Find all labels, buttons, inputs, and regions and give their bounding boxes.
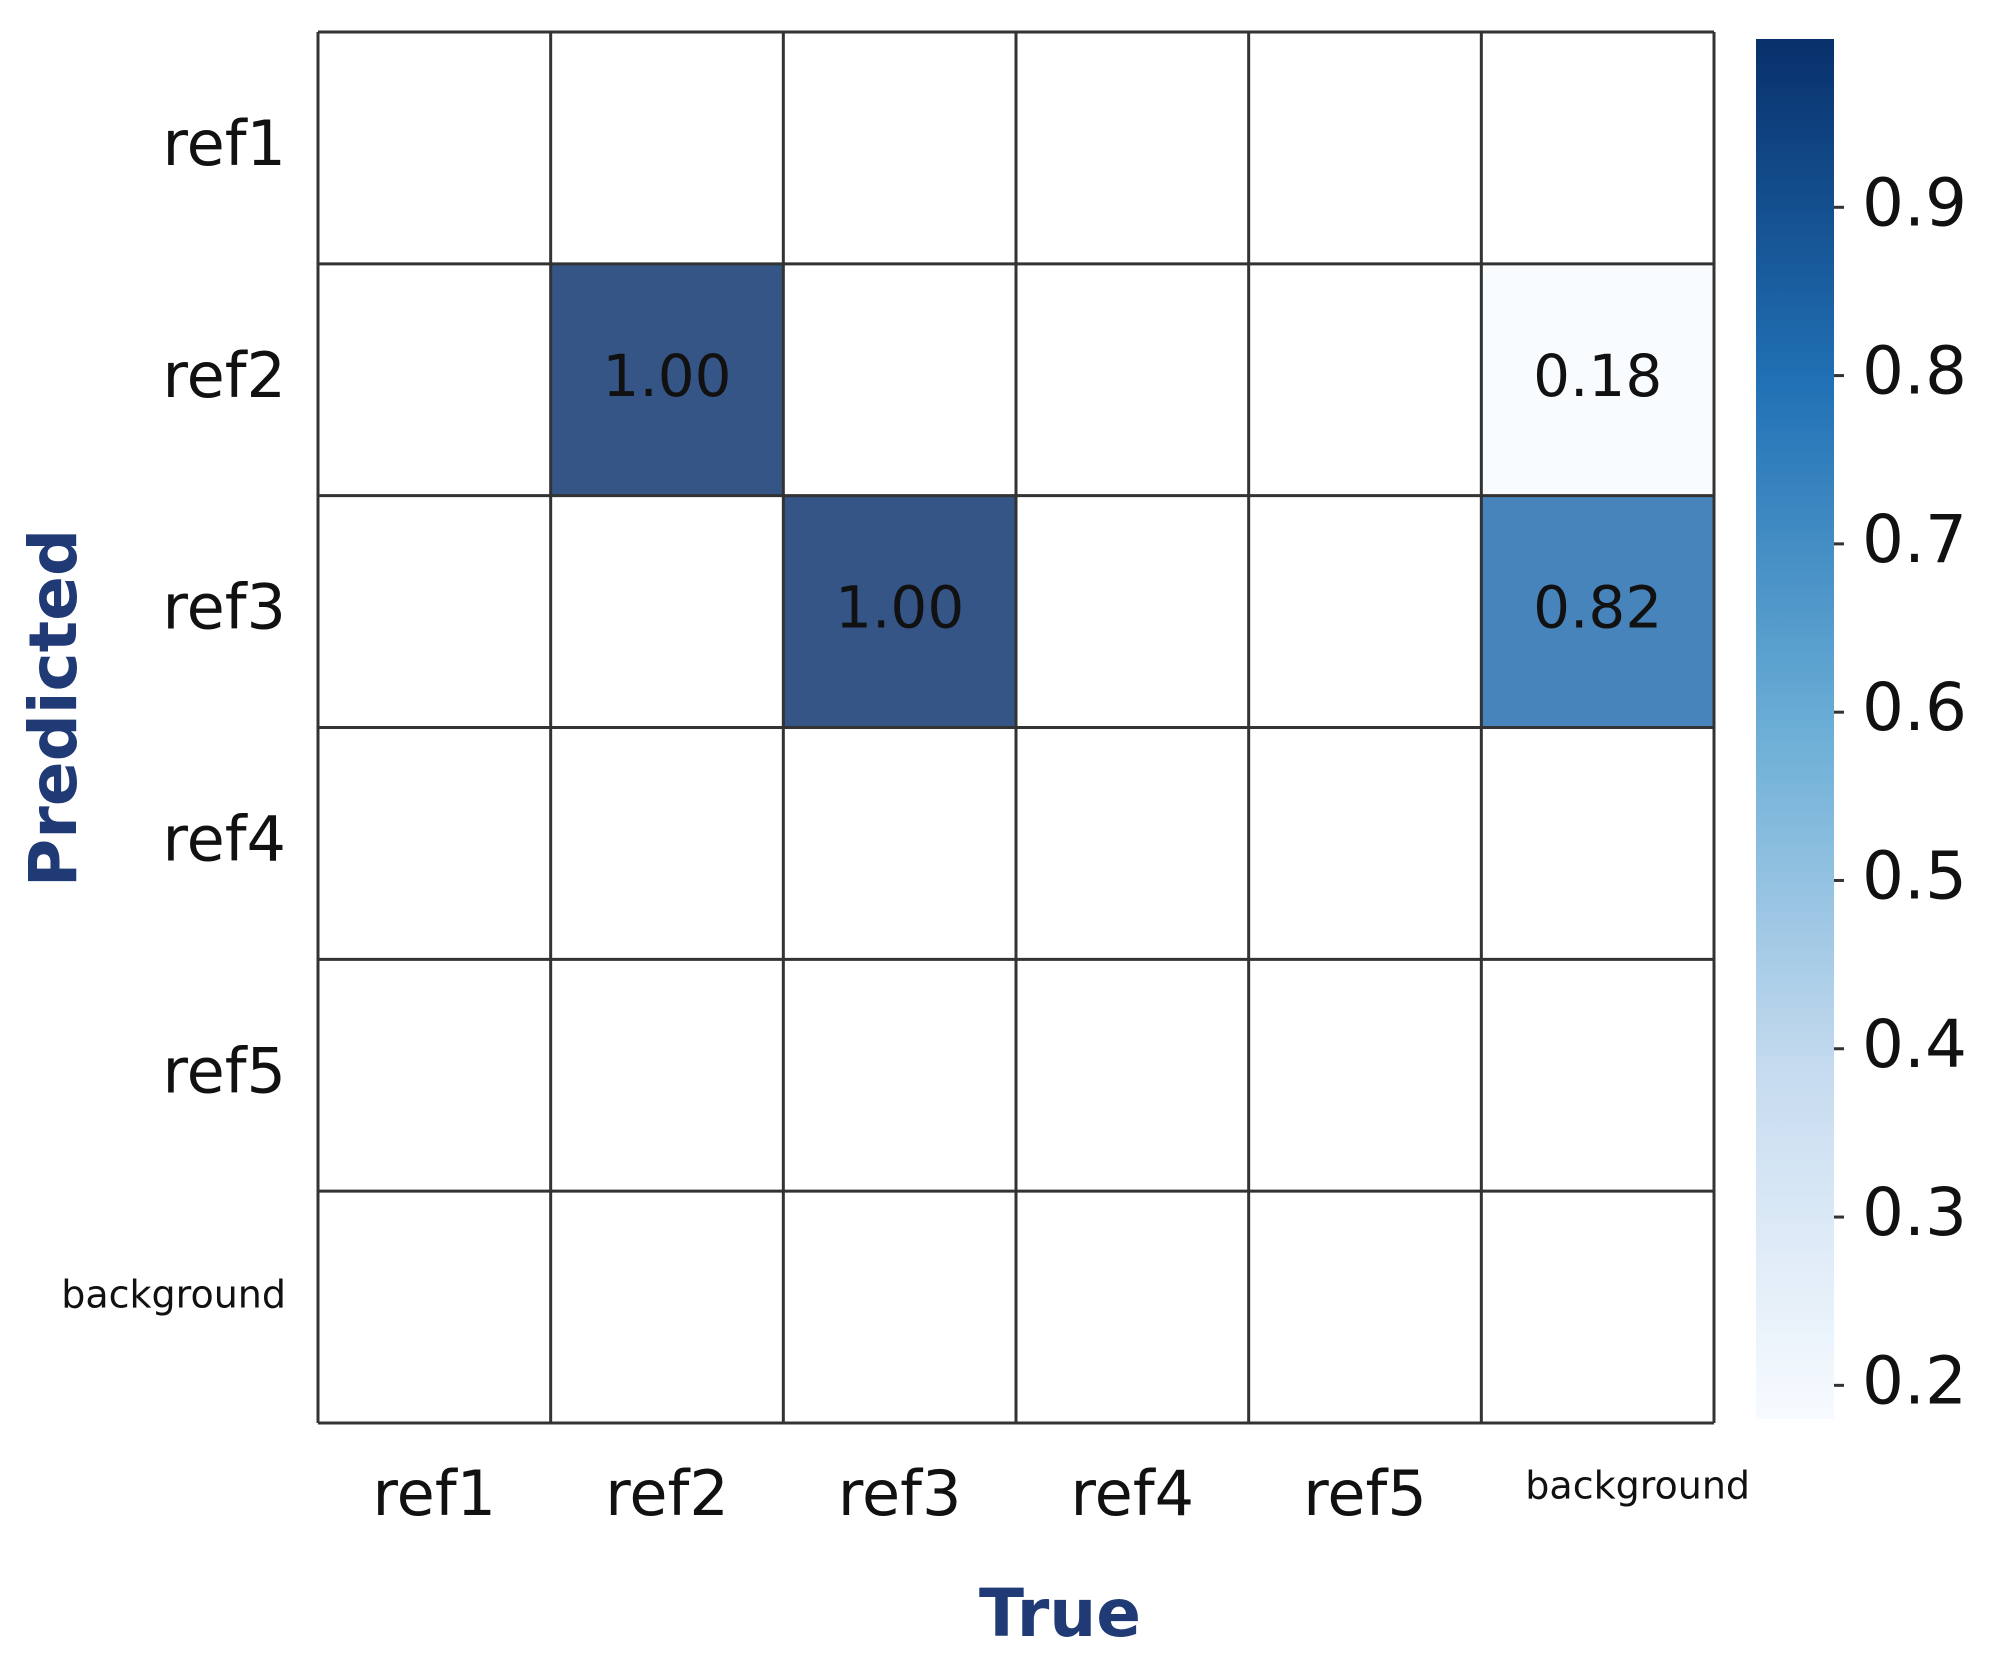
y-tick-label: ref3 [162,571,286,644]
y-tick-label: ref4 [162,803,286,876]
x-tick-label: background [1525,1464,1750,1508]
cell-label: 1.00 [835,574,964,642]
x-axis-title: True [979,1575,1141,1652]
colorbar-tick-label: 0.4 [1862,1006,1967,1083]
cell-label: 1.00 [602,342,731,410]
x-tick-label: ref3 [838,1457,962,1530]
colorbar-tick-label: 0.5 [1862,838,1967,915]
x-tick-label: ref4 [1071,1457,1195,1530]
cell-label: 0.82 [1533,574,1662,642]
y-tick-label: ref5 [162,1034,286,1107]
heatmap-cell [550,263,784,496]
colorbar-tick-label: 0.9 [1862,164,1967,241]
colorbar-tick-label: 0.7 [1862,501,1967,578]
heatmap-cell [783,495,1016,728]
y-tick-label: ref2 [162,339,286,412]
heatmap-cell [1481,263,1714,496]
x-tick-label: ref1 [373,1457,497,1530]
y-axis-title: Predicted [15,529,92,887]
heatmap-cell [1481,495,1714,728]
x-tick-label: ref5 [1303,1457,1427,1530]
colorbar-tick-label: 0.3 [1862,1174,1967,1251]
colorbar-tick-label: 0.2 [1862,1342,1967,1419]
colorbar-tick-label: 0.6 [1862,669,1967,746]
x-tick-label: ref2 [605,1457,729,1530]
cell-label: 0.18 [1533,342,1662,410]
y-tick-label: background [61,1273,286,1317]
colorbar-tick-label: 0.8 [1862,333,1967,410]
colorbar [1756,39,1834,1419]
y-tick-label: ref1 [162,107,286,180]
